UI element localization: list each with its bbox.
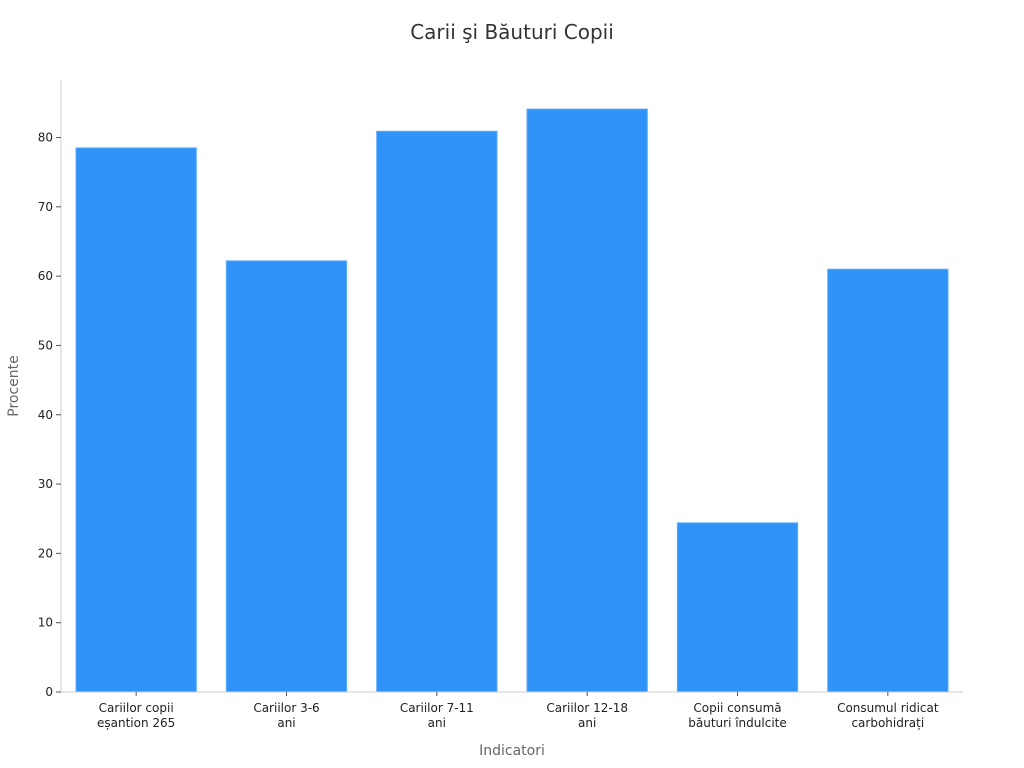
bar-3 xyxy=(376,130,498,693)
x-category-label-line: Cariilor 12-18 xyxy=(546,701,628,715)
x-category-label: Cariilor 12-18 ani xyxy=(546,701,628,730)
x-category-label-line: ani xyxy=(277,716,295,730)
x-category-label: Cariilor 7-11 ani xyxy=(400,701,474,730)
y-tick-label: 80 xyxy=(38,131,53,145)
y-tick-label: 50 xyxy=(38,338,53,352)
y-tick-label: 60 xyxy=(38,269,53,283)
y-tick-label: 10 xyxy=(38,616,53,630)
x-category-label-line: Copii consumă xyxy=(693,701,781,715)
x-category-label: Consumul ridicat carbohidrați xyxy=(837,701,939,730)
y-tick-label: 20 xyxy=(38,546,53,560)
x-category-label-line: Cariilor copii xyxy=(99,701,174,715)
bar-4 xyxy=(526,108,648,693)
y-axis-ticks: 0 10 20 30 40 50 60 70 80 xyxy=(38,131,61,699)
x-axis-title: Indicatori xyxy=(479,743,545,759)
x-category-label-line: eșantion 265 xyxy=(97,716,175,730)
chart-title: Carii şi Băuturi Copii xyxy=(410,20,614,44)
x-category-label: Cariilor 3-6 ani xyxy=(253,701,319,730)
x-category-label-line: Consumul ridicat xyxy=(837,701,939,715)
bar-1 xyxy=(75,147,197,693)
bar-5 xyxy=(676,522,799,693)
y-tick-label: 40 xyxy=(38,408,53,422)
x-category-label-line: băuturi îndulcite xyxy=(688,716,786,730)
x-category-label-line: Cariilor 3-6 xyxy=(253,701,319,715)
y-tick-label: 0 xyxy=(45,685,53,699)
x-category-label-line: ani xyxy=(428,716,446,730)
bars-layer xyxy=(75,108,949,693)
x-category-label: Copii consumă băuturi îndulcite xyxy=(688,701,786,730)
x-category-label-line: Cariilor 7-11 xyxy=(400,701,474,715)
y-tick-label: 70 xyxy=(38,200,53,214)
y-axis-title: Procente xyxy=(6,355,22,417)
x-category-label-line: carbohidrați xyxy=(851,716,924,730)
y-tick-label: 30 xyxy=(38,477,53,491)
bar-2 xyxy=(225,260,348,693)
x-category-label-line: ani xyxy=(578,716,596,730)
x-category-label: Cariilor copii eșantion 265 xyxy=(97,701,175,730)
bar-6 xyxy=(827,268,949,693)
